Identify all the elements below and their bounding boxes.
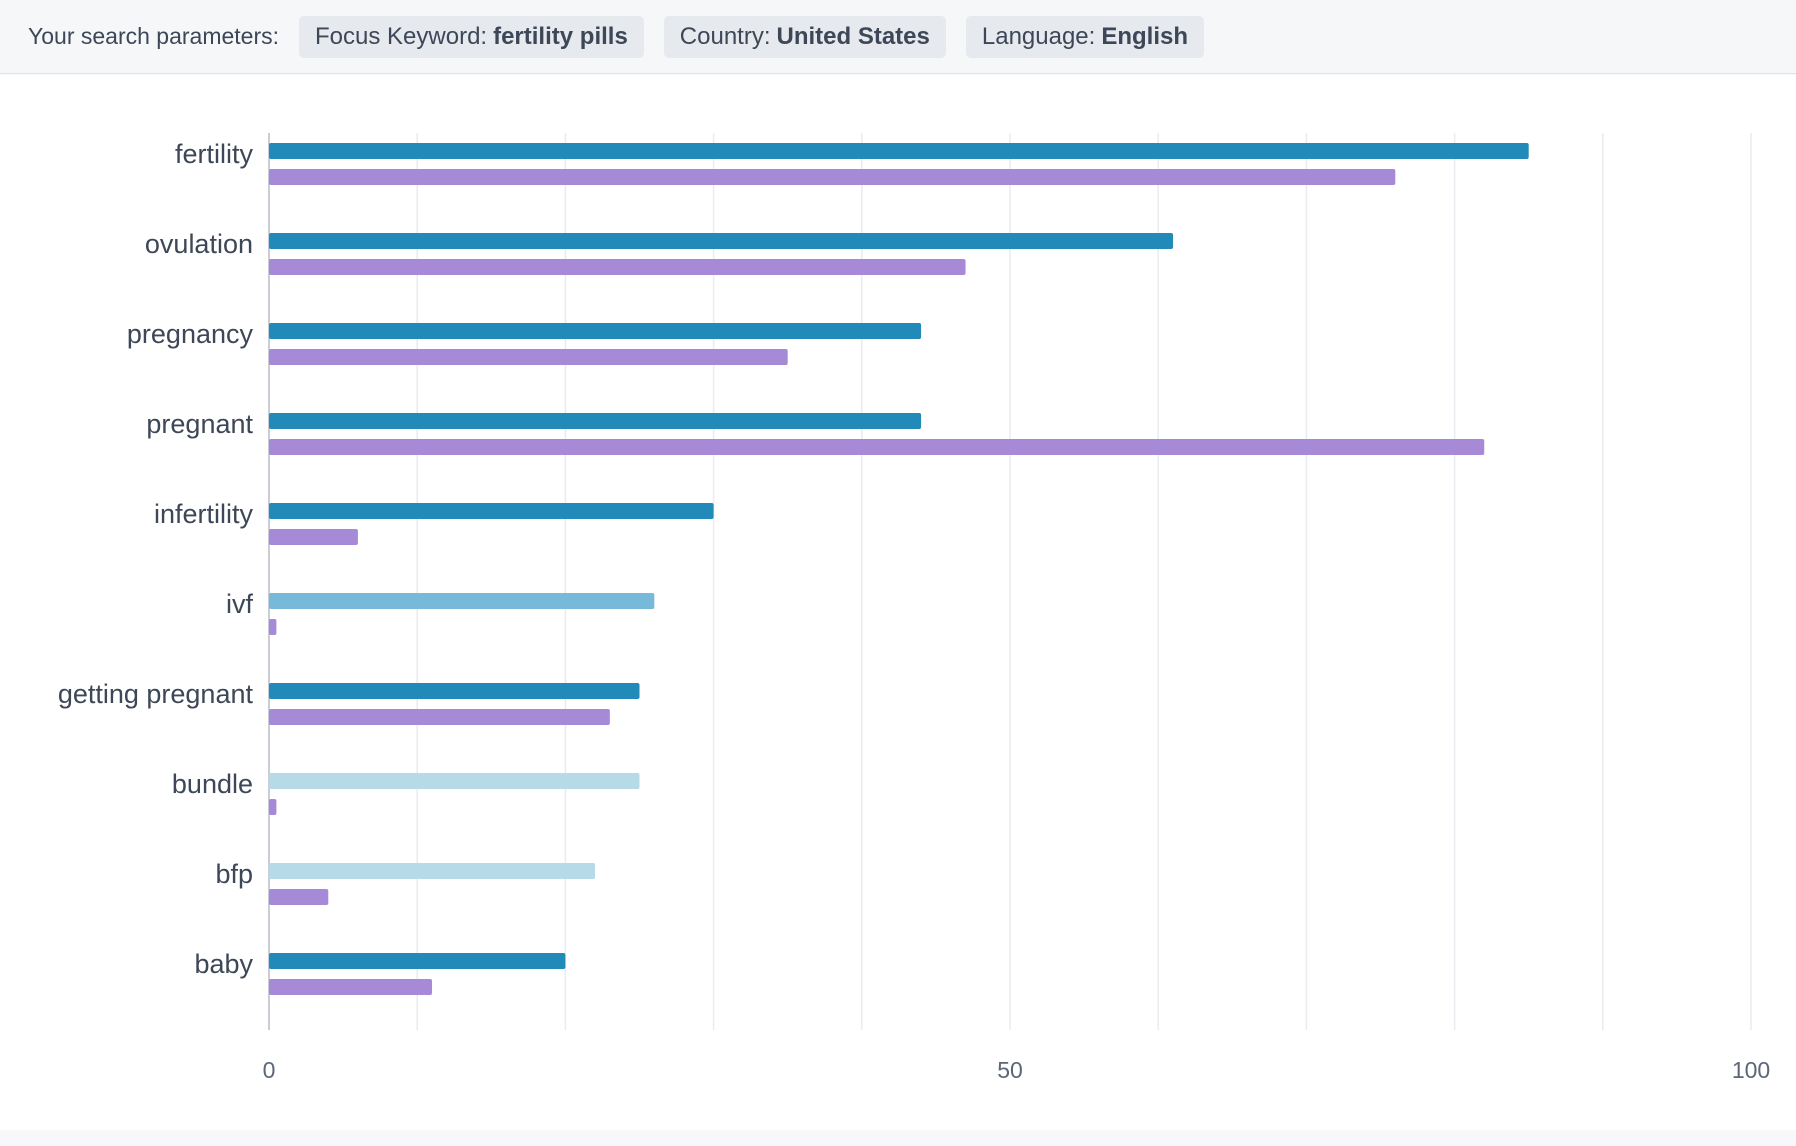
bar-series-2	[269, 439, 1485, 455]
country-chip-key: Country:	[679, 22, 771, 50]
bar-series-2	[269, 979, 433, 995]
bar-series-1	[269, 953, 566, 969]
category-label: ovulation	[145, 229, 253, 259]
search-parameters-label: Your search parameters:	[28, 23, 280, 49]
keyword-bar-chart: fertility ovulation pregnancy pregnant infer…	[58, 133, 1770, 1083]
bar-series-2	[269, 259, 966, 275]
bar-series-1	[269, 863, 596, 879]
bar-series-1	[269, 593, 655, 609]
chart-panel: fertility ovulation pregnancy pregnant infer…	[0, 75, 1796, 1130]
bar-series-1	[269, 503, 714, 519]
search-parameters-bar: Your search parameters: Focus Keyword: f…	[0, 0, 1796, 74]
language-chip: Language: English	[965, 15, 1204, 58]
bar-series-2	[269, 169, 1396, 185]
category-label: bundle	[172, 769, 253, 799]
category-label: fertility	[175, 139, 254, 169]
language-chip-value: English	[1101, 22, 1188, 50]
category-label: getting pregnant	[58, 679, 254, 709]
bar-series-1	[269, 683, 640, 699]
focus-keyword-chip-key: Focus Keyword:	[315, 22, 488, 50]
x-tick-label: 0	[263, 1057, 276, 1083]
bar-series-1	[269, 143, 1529, 159]
category-label: bfp	[215, 859, 253, 889]
language-chip-key: Language:	[981, 22, 1096, 50]
bar-series-2	[269, 349, 788, 365]
category-label: ivf	[226, 589, 253, 619]
focus-keyword-chip-value: fertility pills	[493, 22, 628, 50]
bar-series-1	[269, 233, 1174, 249]
category-label: pregnant	[146, 409, 253, 439]
x-tick-label: 100	[1732, 1057, 1770, 1083]
bar-series-1	[269, 413, 922, 429]
bar-series-2	[269, 889, 329, 905]
bar-series-2	[269, 709, 610, 725]
country-chip: Country: United States	[663, 15, 946, 58]
bar-series-2	[269, 529, 358, 545]
focus-keyword-chip: Focus Keyword: fertility pills	[299, 15, 644, 58]
bar-series-2	[269, 619, 277, 635]
category-label: baby	[194, 949, 253, 979]
bar-series-1	[269, 773, 640, 789]
category-label: infertility	[154, 499, 254, 529]
bar-series-1	[269, 323, 922, 339]
x-tick-label: 50	[997, 1057, 1023, 1083]
category-label: pregnancy	[127, 319, 254, 349]
country-chip-value: United States	[776, 22, 930, 50]
bar-series-2	[269, 799, 277, 815]
